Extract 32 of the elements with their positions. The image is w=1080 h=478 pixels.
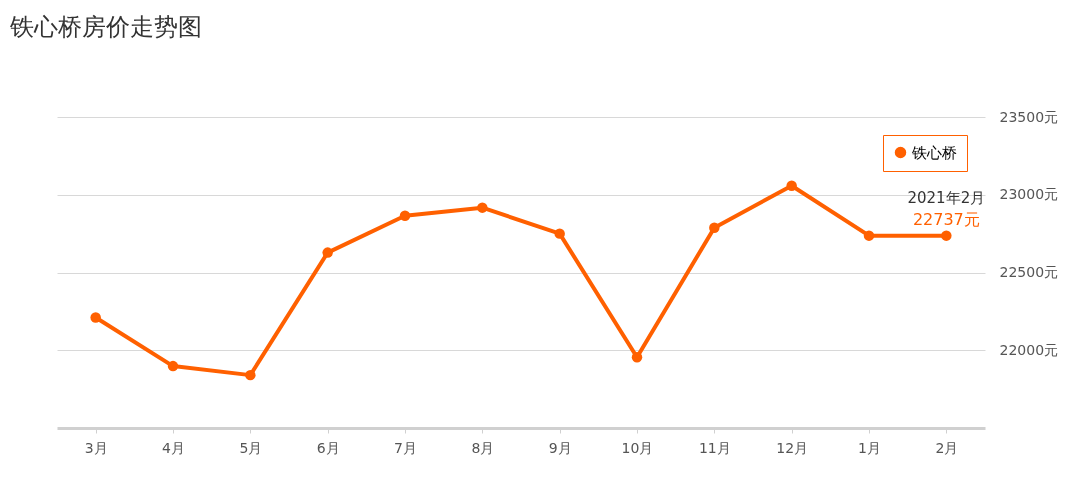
x-tick-label: 7月: [394, 439, 417, 456]
point: [477, 202, 488, 213]
data-label: 22737元: [912, 209, 980, 229]
point: [322, 247, 333, 258]
point: [631, 352, 643, 363]
annotation: 2021年2月: [907, 188, 986, 207]
x-tick-label: 3月: [84, 439, 108, 456]
x-tick-label: 10月: [621, 439, 654, 456]
point: [863, 230, 875, 241]
x-tick-label: 1月: [858, 439, 881, 456]
y-tick-label: 23000元: [999, 186, 1059, 203]
legend-label: 铁心桥: [911, 143, 957, 162]
point: [399, 210, 411, 221]
point: [786, 180, 797, 191]
x-tick-label: 9月: [548, 439, 572, 456]
x-tick-label: 11月: [698, 439, 731, 456]
x-tick-label: 2月: [935, 439, 959, 456]
point: [167, 360, 179, 372]
y-tick-label: 22500元: [999, 264, 1059, 280]
y-tick-label: 22000元: [999, 341, 1059, 358]
y-tick-label: 23500元: [999, 108, 1059, 125]
x-tick-label: 5月: [239, 439, 263, 456]
x-tick-label: 6月: [316, 439, 340, 456]
point: [709, 222, 720, 233]
x-tick-label: 12月: [776, 439, 809, 456]
x-tick-label: 4月: [162, 439, 185, 456]
chart-title: 铁心桥房价走势图: [9, 13, 202, 41]
point: [90, 312, 101, 323]
x-tick-label: 8月: [471, 439, 495, 456]
point: [554, 228, 565, 239]
point: [245, 369, 256, 381]
point: [941, 230, 952, 241]
